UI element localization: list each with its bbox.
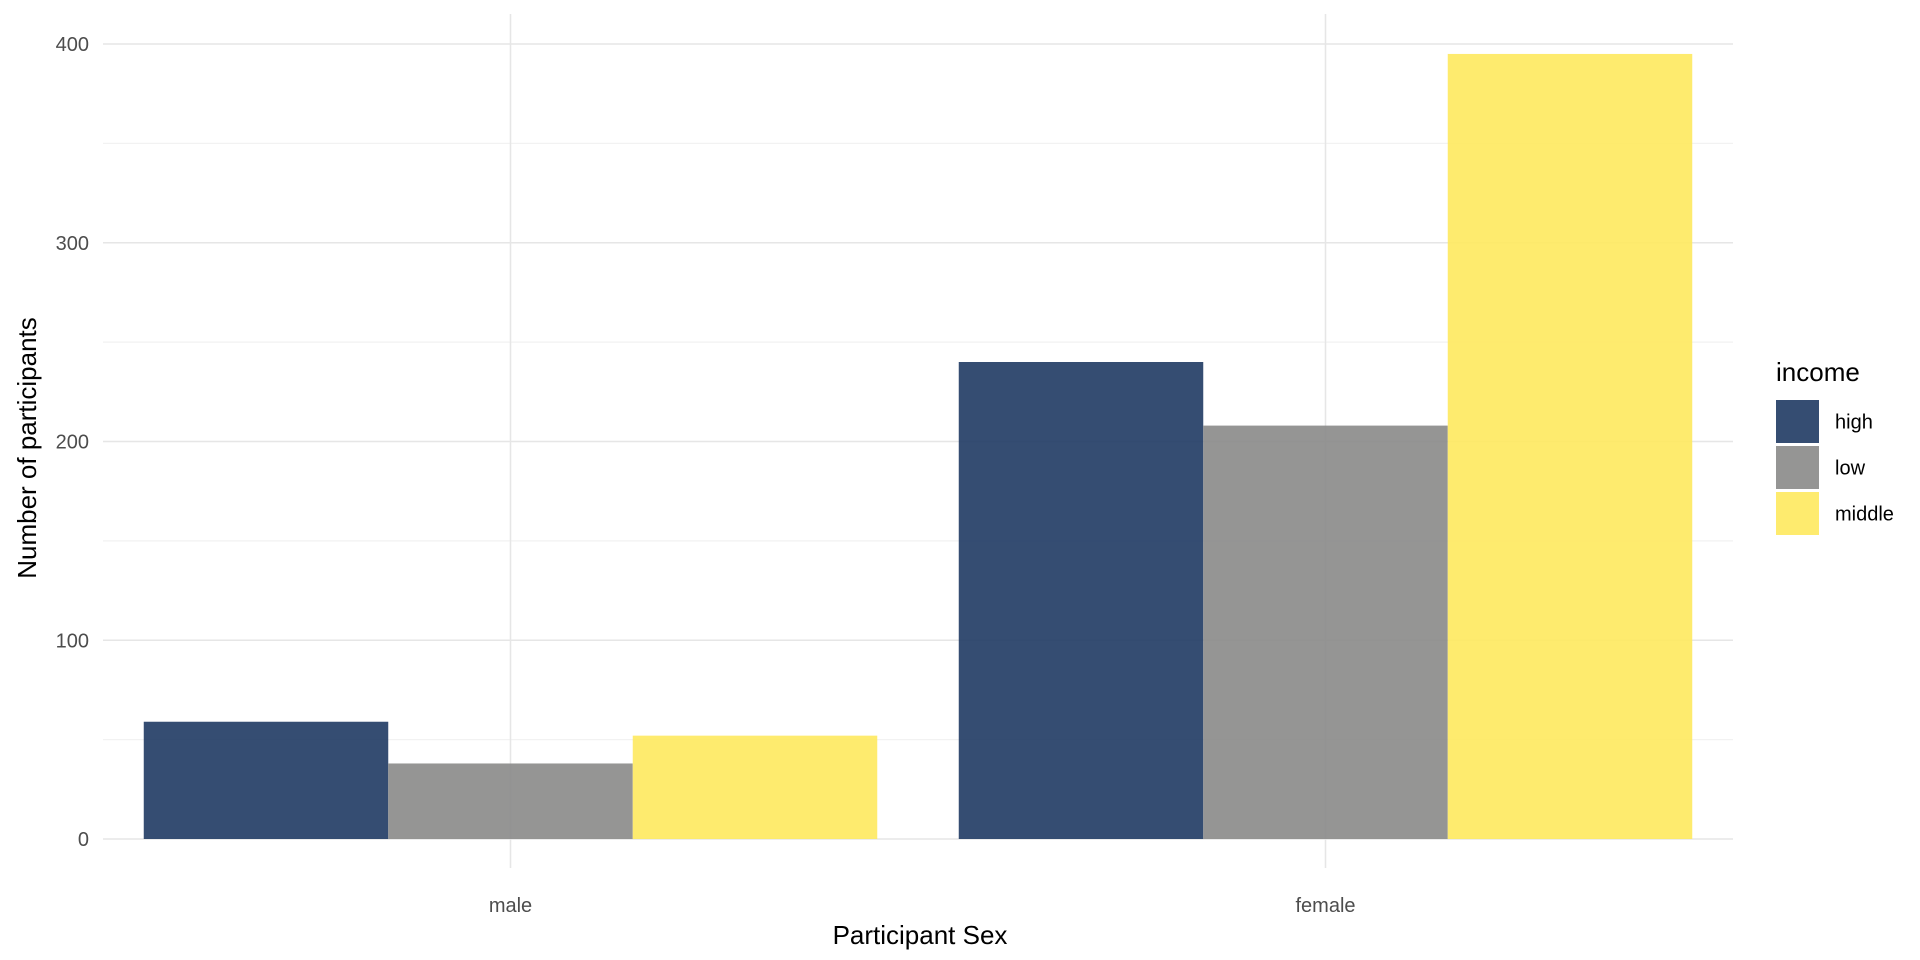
- y-tick-label: 400: [56, 34, 89, 56]
- y-tick-label: 200: [56, 432, 89, 454]
- legend-label-high: high: [1835, 412, 1873, 434]
- legend-items: high low middle: [1776, 400, 1894, 535]
- legend-key-low: [1776, 446, 1819, 489]
- legend-label-middle: middle: [1835, 504, 1894, 526]
- x-axis-title: Participant Sex: [833, 920, 1008, 950]
- y-axis-tick-labels: 0 100 200 300 400: [56, 34, 89, 851]
- y-tick-label: 300: [56, 233, 89, 255]
- bar-low-male: [388, 763, 633, 839]
- bar-high-male: [143, 721, 389, 839]
- x-axis-tick-labels: male female: [489, 895, 1356, 917]
- bars: [143, 53, 1693, 839]
- legend-key-middle: [1776, 492, 1819, 535]
- legend-title: income: [1776, 357, 1860, 387]
- y-axis-title: Number of participants: [12, 317, 42, 579]
- legend-key-high: [1776, 400, 1819, 443]
- bar-middle-male: [632, 735, 878, 839]
- y-tick-label: 0: [78, 829, 89, 851]
- x-tick-label: female: [1295, 895, 1355, 917]
- y-tick-label: 100: [56, 630, 89, 652]
- legend: income high low middle: [1776, 357, 1894, 535]
- bar-middle-female: [1447, 53, 1693, 839]
- bar-low-female: [1203, 425, 1448, 839]
- x-tick-label: male: [489, 895, 532, 917]
- bar-high-female: [958, 362, 1204, 839]
- legend-label-low: low: [1835, 458, 1866, 480]
